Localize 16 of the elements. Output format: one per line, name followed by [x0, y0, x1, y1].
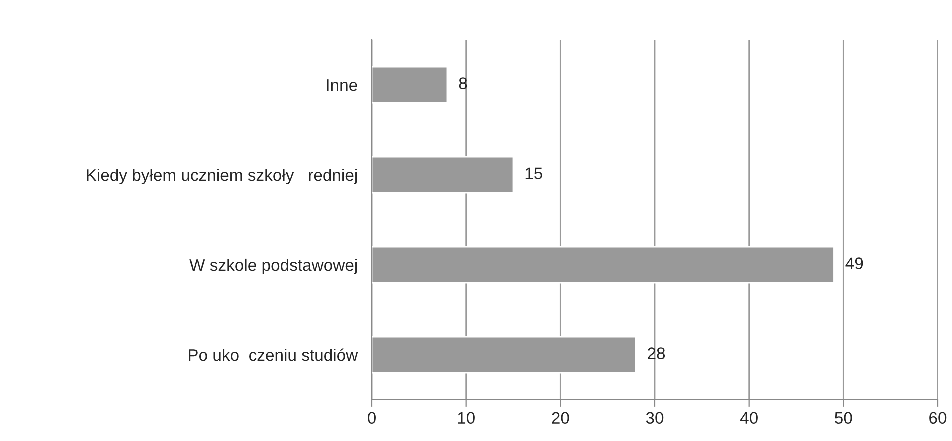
y-tick-label: W szkole podstawowej [190, 258, 357, 274]
x-tick-label: 0 [368, 412, 376, 424]
data-label: 28 [648, 348, 666, 360]
x-tick-label: 20 [552, 412, 570, 424]
y-tick-label: Po uko czeniu studiów [189, 348, 358, 362]
x-tick-label: 30 [646, 412, 664, 424]
y-tick-label: Kiedy byłem uczniem szkoły redniej [87, 168, 357, 184]
x-tick-label: 40 [740, 412, 758, 424]
data-label: 8 [459, 78, 468, 90]
y-tick-label: Inne [327, 80, 358, 92]
x-tick-label: 60 [930, 412, 947, 424]
x-tick-label: 10 [458, 412, 475, 424]
bar [372, 66, 448, 104]
data-label: 49 [846, 258, 864, 270]
x-tick-label: 50 [835, 412, 852, 424]
data-label: 15 [526, 168, 542, 180]
